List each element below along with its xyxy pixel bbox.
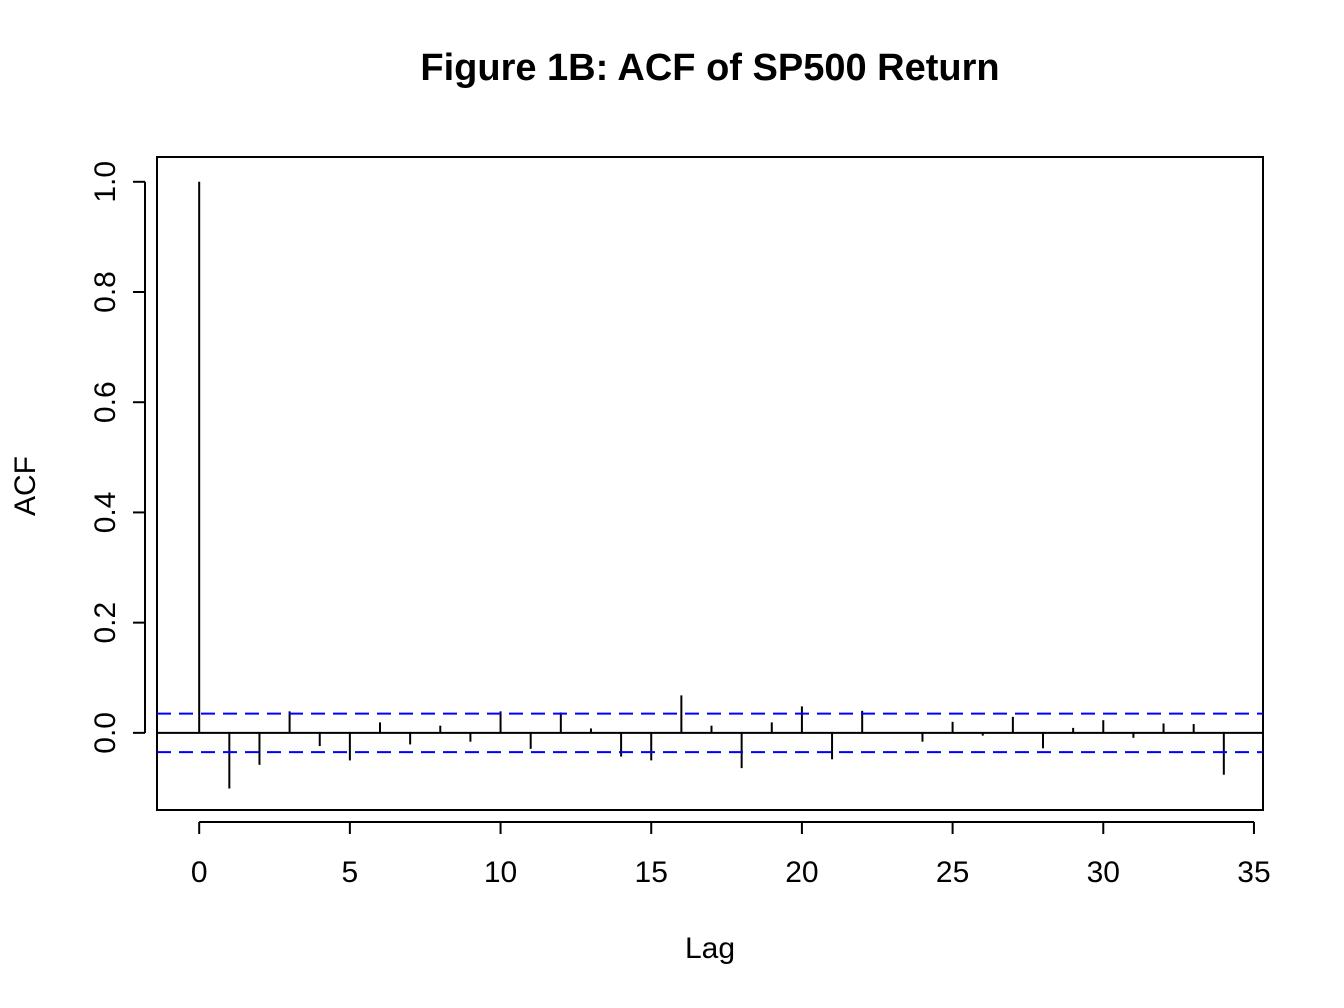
x-tick-label: 15 (635, 856, 668, 889)
x-tick-label: 0 (191, 856, 208, 889)
chart-title: Figure 1B: ACF of SP500 Return (420, 47, 999, 89)
y-axis: 0.0 0.2 0.4 0.6 0.8 1.0 (89, 161, 146, 754)
plot-frame (156, 156, 1264, 811)
x-tick-label: 10 (484, 856, 517, 889)
y-tick-label: 0.2 (89, 602, 122, 644)
y-tick-label: 0.6 (89, 381, 122, 423)
y-tick-label: 0.8 (89, 271, 122, 313)
y-axis-label: ACF (9, 456, 42, 516)
y-tick-label: 0.0 (89, 712, 122, 754)
acf-bars (198, 181, 1225, 789)
x-tick-label: 20 (785, 856, 818, 889)
x-axis-label: Lag (685, 932, 735, 965)
x-tick-label: 5 (342, 856, 359, 889)
x-tick-label: 30 (1087, 856, 1120, 889)
x-axis: 0 5 10 15 20 25 30 35 (191, 821, 1271, 889)
x-tick-label: 35 (1237, 856, 1270, 889)
x-tick-label: 25 (936, 856, 969, 889)
y-tick-label: 1.0 (89, 161, 122, 203)
y-tick-label: 0.4 (89, 492, 122, 534)
